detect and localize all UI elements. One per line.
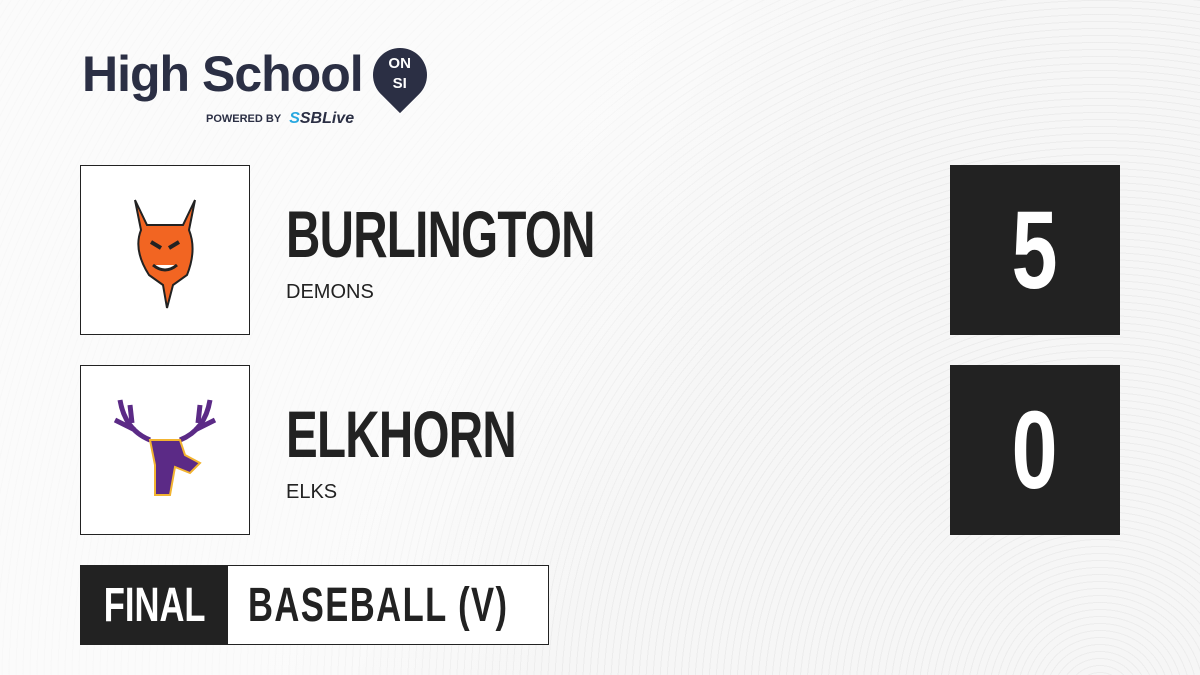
badge-top: ON (388, 55, 411, 72)
high-school-on-si-logo: High School ON SI (82, 36, 438, 114)
logo-title: High School (82, 46, 364, 102)
elkhorn-logo (80, 365, 250, 535)
team-name: BURLINGTON (286, 197, 595, 271)
demon-icon (134, 199, 196, 309)
team-mascot: ELKS (286, 481, 338, 503)
team-name: ELKHORN (286, 397, 517, 471)
badge-bottom: SI (392, 75, 407, 92)
burlington-logo (80, 165, 250, 335)
team-mascot: DEMONS (286, 281, 374, 303)
final-badge: FINAL (81, 566, 228, 644)
sport-label: BASEBALL (V) (228, 566, 548, 644)
team-score: 5 (950, 165, 1120, 335)
location-pin-icon: ON SI (361, 36, 438, 114)
powered-by: POWERED BY SSBLive (206, 110, 355, 127)
elk-icon (113, 399, 217, 496)
team-score: 0 (950, 365, 1120, 535)
game-status-bar: FINAL BASEBALL (V) (80, 565, 549, 645)
sblive-logo: SSBLive (289, 110, 355, 127)
